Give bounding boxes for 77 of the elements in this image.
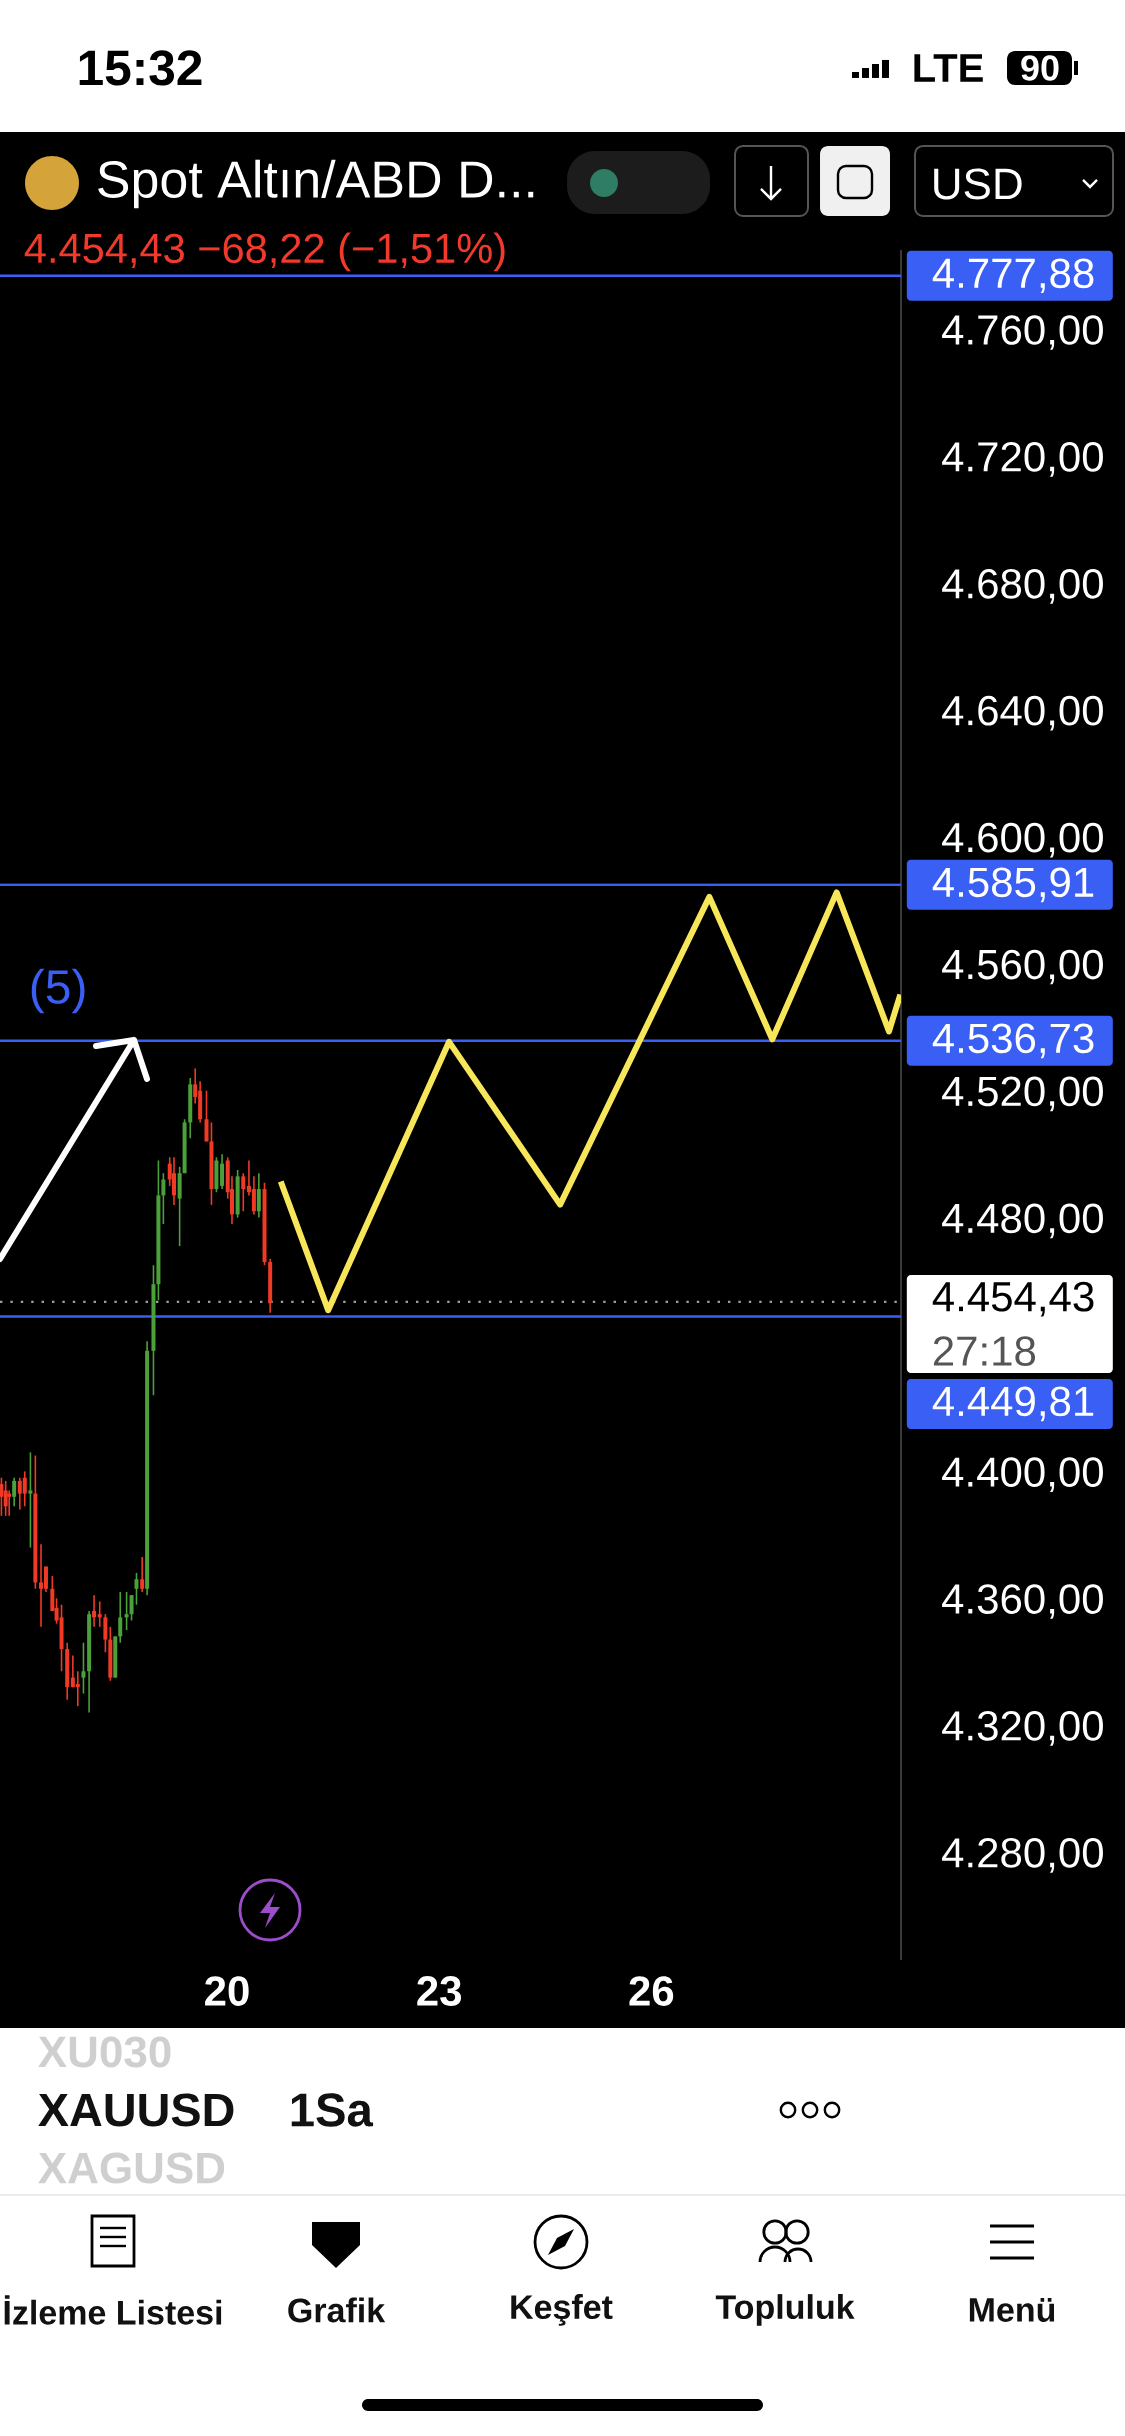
candlestick (134, 1572, 139, 1606)
candlestick (182, 1118, 187, 1174)
y-tick-label: 4.640,00 (942, 695, 1103, 731)
x-tick-label: 26 (629, 1976, 674, 2006)
candlestick (103, 1613, 108, 1654)
candlestick (33, 1454, 38, 1590)
ref-line-label: 4.777,88 (932, 258, 1094, 294)
text: USD (934, 168, 1022, 200)
candlestick (235, 1169, 240, 1219)
x-tick-label: 20 (205, 1976, 249, 2006)
ref-line-label: 4.454,43 (932, 1281, 1094, 1317)
y-tick-label: 4.600,00 (942, 822, 1103, 858)
candlestick (220, 1153, 225, 1190)
y-tick-label: 4.320,00 (942, 1711, 1103, 1746)
candlestick (7, 1489, 12, 1517)
candlestick (43, 1565, 48, 1593)
candlestick (204, 1089, 209, 1143)
candlestick (22, 1470, 27, 1508)
candlestick (268, 1258, 273, 1314)
y-tick-label: 4.680,00 (942, 568, 1103, 604)
y-tick-label: 4.360,00 (942, 1584, 1103, 1619)
candlestick (171, 1156, 176, 1206)
candlestick (151, 1264, 156, 1397)
candlestick (108, 1626, 113, 1682)
candlestick (39, 1543, 44, 1628)
candlestick (177, 1166, 182, 1247)
candlestick (12, 1476, 17, 1508)
text: Keşfet (511, 2294, 613, 2326)
text: Topluluk (715, 2294, 855, 2326)
candlestick (129, 1594, 134, 1622)
text: XAUUSD (38, 2093, 234, 2127)
candlestick (75, 1670, 80, 1707)
text: Grafik (288, 2297, 386, 2323)
candlestick (161, 1172, 166, 1225)
candlestick (81, 1641, 86, 1695)
text: LTE (914, 54, 983, 82)
text: 27:18 (933, 1336, 1036, 1366)
y-tick-label: 4.400,00 (942, 1457, 1103, 1492)
candlestick (87, 1610, 92, 1714)
candlestick (262, 1181, 267, 1266)
candlestick (59, 1603, 64, 1673)
candlestick (188, 1077, 193, 1140)
y-tick-label: 4.480,00 (942, 1203, 1103, 1239)
candlestick (256, 1172, 261, 1219)
text: 90 (1021, 55, 1059, 81)
y-tick-label: 4.520,00 (942, 1076, 1103, 1112)
text: İzleme Listesi (4, 2295, 222, 2325)
candlestick (28, 1451, 33, 1549)
chart-title: Spot Altın/ABD D... (98, 159, 534, 209)
y-tick-label: 4.720,00 (942, 442, 1103, 477)
candlestick (65, 1641, 70, 1701)
candlestick (251, 1175, 256, 1216)
candlestick (92, 1594, 97, 1628)
ref-line-label: 4.449,81 (932, 1386, 1094, 1422)
candlestick (140, 1556, 145, 1593)
candlestick (145, 1340, 150, 1596)
y-tick-label: 4.760,00 (942, 315, 1103, 350)
ref-line-label: 4.536,73 (932, 1023, 1094, 1059)
candlestick (118, 1591, 123, 1644)
candlestick (209, 1121, 214, 1206)
candlestick (0, 1476, 4, 1517)
candlestick (156, 1159, 161, 1301)
candlestick (3, 1480, 8, 1517)
candlestick (113, 1635, 118, 1679)
candlestick (214, 1156, 219, 1194)
text: Menü (969, 2298, 1055, 2322)
text: 15:32 (79, 50, 202, 86)
y-tick-label: 4.560,00 (942, 949, 1103, 985)
ref-line-label: 4.585,91 (932, 867, 1094, 903)
x-tick-label: 23 (417, 1976, 462, 2006)
y-tick-label: 4.280,00 (942, 1837, 1103, 1873)
candlestick (97, 1600, 102, 1628)
text: 1Sa (291, 2093, 374, 2127)
candlestick (241, 1172, 246, 1213)
chart-subtitle: 4.454,43 −68,22 (−1,51%) (24, 232, 505, 272)
candlestick (124, 1591, 129, 1631)
annotation: (5) (31, 968, 85, 1014)
